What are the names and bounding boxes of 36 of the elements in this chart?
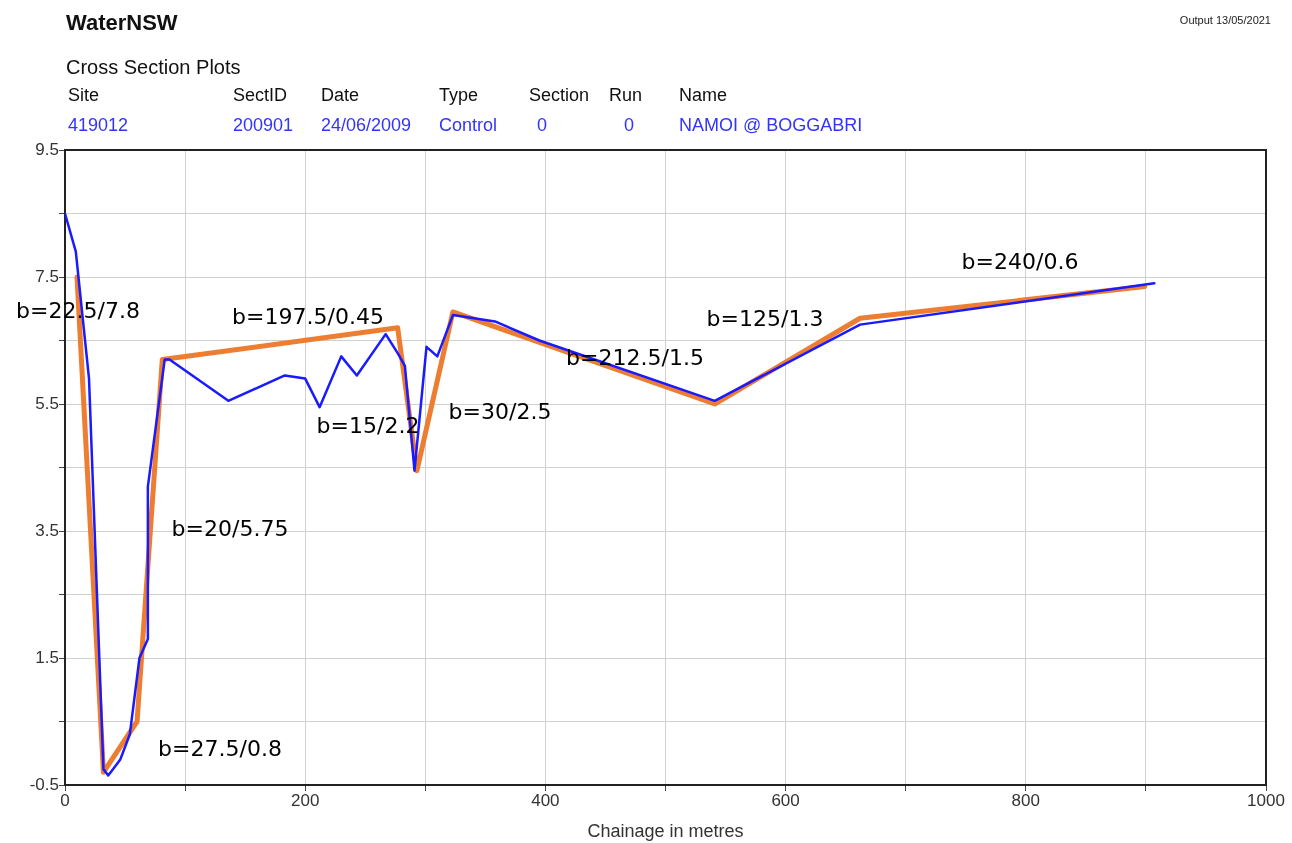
- x-axis-title: Chainage in metres: [587, 821, 744, 842]
- text: 0: [624, 115, 635, 136]
- x-tick-label: 600: [771, 790, 800, 810]
- text: Site: [68, 85, 100, 106]
- annotation: b=30/2.5: [448, 398, 552, 424]
- text: Type: [439, 85, 479, 106]
- annotation: b=197.5/0.45: [232, 303, 384, 329]
- x-tick-label: 0: [60, 790, 70, 810]
- text: 419012: [68, 115, 129, 136]
- x-tick-label: 400: [531, 790, 560, 810]
- annotation: b=27.5/0.8: [158, 735, 282, 761]
- text: Section: [529, 85, 590, 106]
- text: Name: [679, 85, 728, 106]
- y-tick-label: 3.5: [35, 520, 59, 540]
- y-tick-label: 5.5: [35, 393, 59, 413]
- annotation: b=20/5.75: [171, 515, 289, 541]
- chart-title: WaterNSW: [66, 10, 178, 36]
- y-tick-label: 7.5: [35, 266, 59, 286]
- x-tick-label: 800: [1011, 790, 1040, 810]
- text: 0: [537, 115, 548, 136]
- text: Run: [609, 85, 643, 106]
- y-tick-label: -0.5: [29, 774, 59, 794]
- text: Date: [321, 85, 360, 106]
- text: 24/06/2009: [321, 115, 412, 136]
- text: 200901: [233, 115, 294, 136]
- x-tick-label: 200: [291, 790, 320, 810]
- y-tick-label: 1.5: [35, 647, 59, 667]
- chart-subtitle: Cross Section Plots: [66, 56, 241, 79]
- annotation: b=125/1.3: [706, 305, 824, 331]
- annotation: b=240/0.6: [961, 248, 1079, 274]
- x-tick-label: 1000: [1247, 790, 1285, 810]
- y-tick-label: 9.5: [35, 139, 59, 159]
- text: Output 13/05/2021: [1179, 14, 1271, 26]
- text: NAMOI @ BOGGABRI: [679, 115, 863, 136]
- text: SectID: [233, 85, 288, 106]
- text: Control: [439, 115, 498, 136]
